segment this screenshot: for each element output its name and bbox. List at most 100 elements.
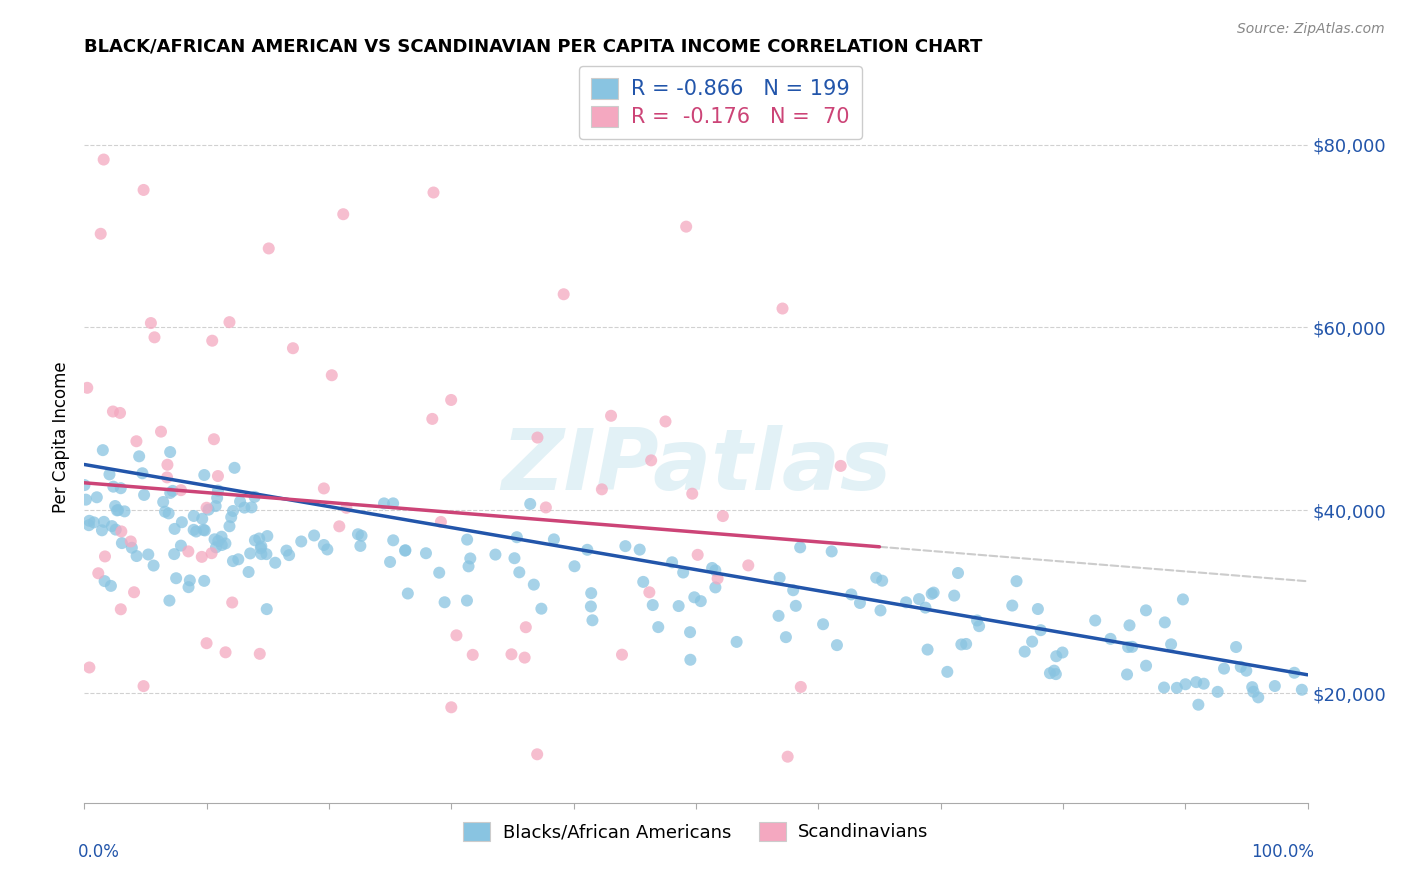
Point [501, 648, 523, 662]
Point [373, 496, 395, 510]
Point [111, 536, 134, 550]
Point [302, 528, 325, 542]
Point [250, 547, 273, 561]
Point [1174, 677, 1197, 691]
Point [177, 580, 200, 594]
Point [1206, 685, 1229, 699]
Point [183, 523, 205, 537]
Point [461, 648, 484, 662]
Point [186, 524, 208, 539]
Point [75, 492, 97, 507]
Point [526, 431, 548, 445]
Point [321, 368, 343, 383]
Point [205, 541, 228, 555]
Point [218, 519, 240, 533]
Point [1229, 660, 1251, 674]
Point [1264, 679, 1286, 693]
Point [579, 586, 602, 600]
Point [76, 381, 98, 395]
Point [239, 546, 262, 560]
Point [278, 548, 301, 562]
Point [207, 469, 229, 483]
Point [98, 467, 121, 482]
Point [249, 541, 271, 556]
Point [132, 183, 155, 197]
Text: BLACK/AFRICAN AMERICAN VS SCANDINAVIAN PER CAPITA INCOME CORRELATION CHART: BLACK/AFRICAN AMERICAN VS SCANDINAVIAN P… [84, 38, 983, 56]
Point [79, 514, 101, 528]
Point [159, 486, 181, 500]
Point [689, 594, 711, 608]
Point [1160, 637, 1182, 651]
Point [839, 587, 862, 601]
Point [93, 153, 115, 167]
Point [614, 539, 637, 553]
Point [914, 600, 936, 615]
Point [226, 552, 249, 566]
Point [581, 613, 603, 627]
Point [825, 638, 848, 652]
Point [600, 409, 623, 423]
Point [772, 301, 794, 316]
Point [849, 596, 872, 610]
Point [908, 592, 931, 607]
Point [1284, 665, 1306, 680]
Point [382, 533, 405, 548]
Point [579, 599, 602, 614]
Point [335, 500, 357, 515]
Point [821, 544, 844, 558]
Point [523, 577, 546, 591]
Point [955, 637, 977, 651]
Point [1234, 664, 1257, 678]
Point [170, 515, 193, 529]
Point [156, 470, 179, 484]
Point [290, 534, 312, 549]
Point [1135, 603, 1157, 617]
Point [869, 603, 891, 617]
Point [870, 574, 893, 588]
Point [193, 468, 215, 483]
Point [782, 583, 804, 598]
Point [224, 460, 246, 475]
Point [675, 219, 697, 234]
Point [936, 665, 959, 679]
Point [100, 579, 122, 593]
Point [194, 524, 217, 538]
Point [513, 650, 536, 665]
Point [503, 551, 526, 566]
Point [243, 533, 266, 548]
Point [204, 533, 226, 547]
Point [1116, 667, 1139, 681]
Point [128, 450, 150, 464]
Legend: Blacks/African Americans, Scandinavians: Blacks/African Americans, Scandinavians [456, 814, 936, 848]
Point [553, 287, 575, 301]
Point [1021, 634, 1043, 648]
Point [946, 566, 969, 580]
Point [628, 542, 651, 557]
Point [108, 406, 131, 420]
Point [170, 483, 193, 498]
Point [120, 534, 142, 549]
Point [378, 555, 401, 569]
Point [77, 518, 100, 533]
Point [121, 541, 143, 555]
Point [312, 482, 335, 496]
Point [207, 534, 229, 549]
Point [79, 660, 101, 674]
Point [94, 549, 117, 564]
Point [110, 481, 132, 495]
Point [457, 559, 479, 574]
Point [534, 500, 557, 515]
Point [1166, 681, 1188, 695]
Point [519, 497, 541, 511]
Point [257, 242, 280, 256]
Point [1084, 614, 1107, 628]
Point [1153, 615, 1175, 630]
Point [950, 637, 973, 651]
Point [200, 546, 222, 560]
Point [1225, 640, 1247, 654]
Point [114, 504, 136, 518]
Point [142, 558, 165, 573]
Point [219, 510, 242, 524]
Point [276, 543, 298, 558]
Point [132, 488, 155, 502]
